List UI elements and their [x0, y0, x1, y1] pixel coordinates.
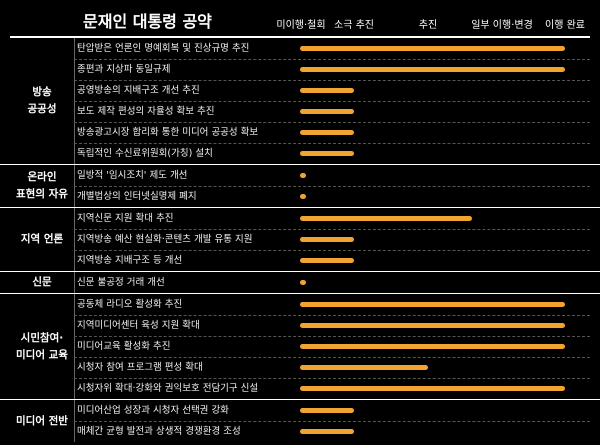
pledge-label: 종편과 지상파 동일규제	[77, 64, 171, 75]
stage-label: 미이행·철회	[276, 20, 326, 31]
category-label: 신문	[10, 272, 75, 293]
category-label: 시민참여· 미디어 교육	[10, 294, 75, 399]
pledge-row: 독립적인 수신료위원회(가칭) 설치	[0, 143, 600, 164]
pledge-label: 개별법상의 인터넷실명제 폐지	[77, 191, 197, 202]
progress-bar	[300, 67, 565, 72]
pledge-label: 신문 불공정 거래 개선	[77, 277, 165, 288]
category-label-text: 시민참여· 미디어 교육	[16, 331, 68, 361]
pledge-label: 방송광고시장 합리화 통한 미디어 공공성 확보	[77, 127, 259, 138]
pledge-row: 방송광고시장 합리화 통한 미디어 공공성 확보	[0, 122, 600, 143]
pledge-row: 일방적 '임시조치' 제도 개선	[0, 165, 600, 186]
pledge-row: 공동체 라디오 활성화 추진	[0, 294, 600, 315]
progress-bar	[300, 46, 565, 51]
pledge-label: 공영방송의 지배구조 개선 추진	[77, 85, 200, 96]
progress-bar	[300, 88, 354, 93]
pledge-row: 종편과 지상파 동일규제	[0, 59, 600, 80]
pledge-label: 지역미디어센터 육성 지원 확대	[77, 320, 200, 331]
category-label-text: 방송 공공성	[27, 86, 57, 115]
progress-bar	[300, 323, 565, 328]
pledge-label: 미디어산업 성장과 시청자 선택권 강화	[77, 405, 229, 416]
pledge-label: 일방적 '임시조치' 제도 개선	[77, 170, 188, 181]
pledge-row: 미디어산업 성장과 시청자 선택권 강화	[0, 400, 600, 421]
pledge-label: 매체간 균형 발전과 상생적 경쟁환경 조성	[77, 426, 241, 437]
category-group: 신문 신문 불공정 거래 개선	[0, 272, 600, 294]
pledge-row: 개별법상의 인터넷실명제 폐지	[0, 186, 600, 207]
stage-label: 추진	[418, 20, 438, 31]
progress-bar	[300, 173, 306, 178]
progress-bar	[300, 258, 354, 263]
progress-bar	[300, 365, 428, 370]
pledge-row: 탄압받은 언론인 명예회복 및 진상규명 추진	[0, 38, 600, 59]
progress-bar	[300, 151, 354, 156]
pledge-label: 보도 제작 편성의 자율성 확보 추진	[77, 106, 215, 117]
category-label: 지역 언론	[10, 208, 75, 271]
pledge-label: 시청자위 확대·강화와 권익보호 전담기구 신설	[77, 383, 259, 394]
pledge-label: 시청자 참여 프로그램 편성 확대	[77, 362, 203, 373]
pledge-row: 시청자위 확대·강화와 권익보호 전담기구 신설	[0, 378, 600, 399]
pledge-label: 탄압받은 언론인 명예회복 및 진상규명 추진	[77, 43, 250, 54]
category-label-text: 온라인 표현의 자유	[16, 171, 68, 200]
pledge-row: 지역미디어센터 육성 지원 확대	[0, 315, 600, 336]
pledge-row: 신문 불공정 거래 개선	[0, 272, 600, 293]
pledge-label: 미디어교육 활성화 추진	[77, 341, 171, 352]
pledge-label: 지역방송 예산 현실화·콘텐츠 개발 유통 지원	[77, 234, 253, 245]
progress-bar	[300, 194, 306, 199]
progress-bar	[300, 408, 354, 413]
pledge-label: 지역방송 지배구조 등 개선	[77, 255, 183, 266]
pledge-row: 공영방송의 지배구조 개선 추진	[0, 80, 600, 101]
pledge-row: 지역신문 지원 확대 추진	[0, 208, 600, 229]
category-label-text: 신문	[32, 276, 52, 289]
pledge-label: 공동체 라디오 활성화 추진	[77, 299, 183, 310]
category-label-text: 지역 언론	[20, 233, 64, 246]
progress-bar	[300, 302, 565, 307]
chart-title: 문재인 대통령 공약	[83, 12, 212, 31]
progress-bar	[300, 130, 354, 135]
stage-label: 이행 완료	[545, 20, 585, 31]
pledge-row: 매체간 균형 발전과 상생적 경쟁환경 조성	[0, 421, 600, 442]
header-rule	[10, 36, 590, 38]
category-label-text: 미디어 전반	[16, 414, 68, 427]
progress-bar	[300, 344, 565, 349]
progress-bar	[300, 109, 354, 114]
stage-label: 소극 추진	[334, 20, 374, 31]
stage-label: 일부 이행·변경	[471, 20, 533, 31]
progress-bar	[300, 216, 473, 221]
pledge-row: 지역방송 지배구조 등 개선	[0, 250, 600, 271]
progress-bar	[300, 429, 354, 434]
progress-bar	[300, 237, 354, 242]
pledge-row: 시청자 참여 프로그램 편성 확대	[0, 357, 600, 378]
category-label: 미디어 전반	[10, 400, 75, 442]
pledge-row: 보도 제작 편성의 자율성 확보 추진	[0, 101, 600, 122]
progress-bar	[300, 280, 306, 285]
progress-bar	[300, 386, 565, 391]
pledge-row: 지역방송 예산 현실화·콘텐츠 개발 유통 지원	[0, 229, 600, 250]
pledge-label: 지역신문 지원 확대 추진	[77, 213, 174, 224]
category-label: 온라인 표현의 자유	[10, 165, 75, 207]
pledge-row: 미디어교육 활성화 추진	[0, 336, 600, 357]
pledge-label: 독립적인 수신료위원회(가칭) 설치	[77, 148, 213, 159]
